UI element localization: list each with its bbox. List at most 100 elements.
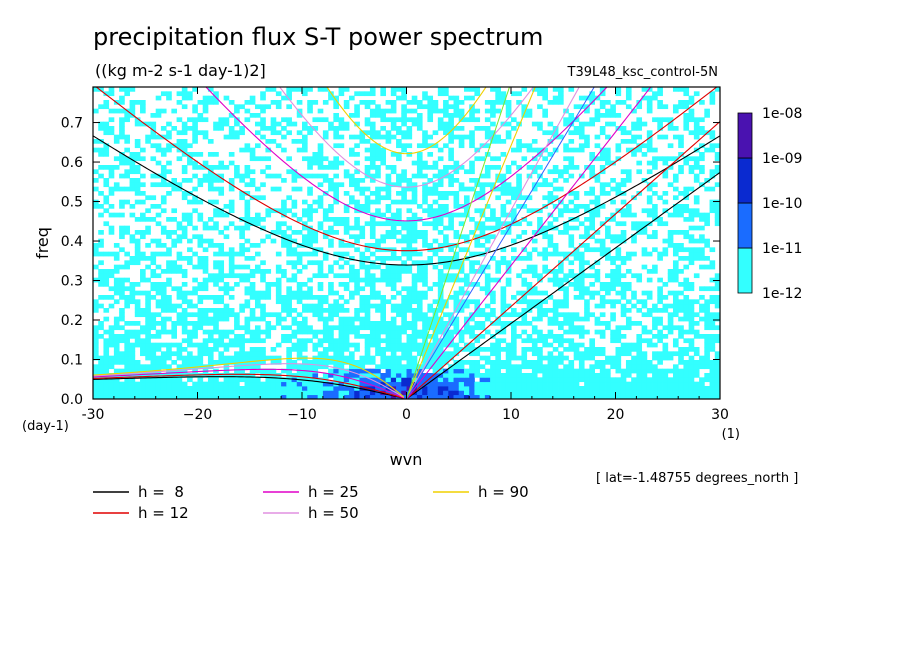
heat-cell <box>375 373 381 378</box>
heat-cell <box>254 195 261 201</box>
heat-cell <box>516 139 522 144</box>
heat-cell <box>573 195 580 201</box>
heat-cell <box>589 273 596 279</box>
heat-cell <box>291 386 298 391</box>
heat-cell <box>542 108 548 114</box>
heat-cell <box>98 204 104 209</box>
heat-cell <box>563 156 569 162</box>
heat-cell <box>599 321 606 326</box>
heat-cell <box>129 182 136 188</box>
heat-cell <box>244 117 251 123</box>
heat-cell <box>714 217 720 222</box>
heat-cell <box>605 182 611 188</box>
heat-cell <box>437 191 444 196</box>
heat-cell <box>228 355 235 361</box>
heat-cell <box>322 329 329 335</box>
heat-cell <box>202 373 209 378</box>
heat-cell <box>526 364 533 370</box>
heat-cell <box>380 113 387 118</box>
heat-cell <box>437 195 444 201</box>
heat-cell <box>228 373 235 378</box>
heat-cell <box>296 256 303 261</box>
heat-cell <box>500 152 507 157</box>
heat-cell <box>620 208 627 214</box>
heat-cell <box>699 152 705 157</box>
heat-cell <box>401 308 407 313</box>
heat-cell <box>490 351 496 357</box>
heat-cell <box>699 143 705 149</box>
heat-cell <box>521 295 528 300</box>
heat-cell <box>140 329 146 335</box>
heat-cell <box>192 152 198 157</box>
heat-cell <box>500 204 507 209</box>
heat-cell <box>359 364 366 370</box>
heat-cell <box>683 204 690 209</box>
heat-cell <box>254 156 261 162</box>
heat-cell <box>113 156 120 162</box>
heat-cell <box>678 390 684 396</box>
heat-cell <box>317 364 324 370</box>
heat-cell <box>166 247 172 253</box>
heat-cell <box>537 251 543 257</box>
heat-cell <box>484 312 491 318</box>
heat-cell <box>281 208 287 214</box>
heat-cell <box>354 286 360 292</box>
heat-cell <box>338 251 345 257</box>
heat-cell <box>119 186 125 192</box>
heat-cell <box>291 290 298 296</box>
heat-cell <box>484 381 491 387</box>
heat-cell <box>427 104 434 110</box>
heat-cell <box>662 191 669 196</box>
heat-cell <box>573 342 580 348</box>
heat-cell <box>187 390 193 396</box>
heat-cell <box>176 225 183 231</box>
heat-cell <box>406 251 413 257</box>
heat-cell <box>521 312 528 318</box>
heat-cell <box>354 334 360 339</box>
heat-cell <box>338 182 345 188</box>
heat-cell <box>678 373 684 378</box>
heat-cell <box>563 373 569 378</box>
heat-cell <box>620 286 627 292</box>
heat-cell <box>458 247 465 253</box>
heat-cell <box>714 286 720 292</box>
heat-cell <box>537 208 543 214</box>
heat-cell <box>390 234 397 240</box>
heat-cell <box>432 104 439 110</box>
heat-cell <box>458 186 465 192</box>
heat-cell <box>667 290 674 296</box>
heat-cell <box>312 381 319 387</box>
heat-cell <box>192 390 198 396</box>
heat-cell <box>521 113 528 118</box>
heat-cell <box>474 178 481 183</box>
heat-cell <box>207 295 214 300</box>
heat-cell <box>531 147 538 153</box>
heat-cell <box>479 286 486 292</box>
heat-cell <box>490 321 496 326</box>
heat-cell <box>589 156 596 162</box>
heat-cell <box>155 147 162 153</box>
heat-cell <box>333 134 339 140</box>
heat-cell <box>662 334 669 339</box>
heat-cell <box>693 368 700 374</box>
heat-cell <box>207 169 214 175</box>
heat-cell <box>636 347 643 352</box>
heat-cell <box>349 256 355 261</box>
heat-cell <box>693 251 700 257</box>
heat-cell <box>375 334 381 339</box>
y-axis-label: freq <box>33 227 52 259</box>
heat-cell <box>657 368 663 374</box>
heat-cell <box>406 308 413 313</box>
heat-cell <box>166 95 172 101</box>
heat-cell <box>119 308 125 313</box>
heat-cell <box>160 182 167 188</box>
heat-cell <box>605 355 611 361</box>
heat-cell <box>244 303 251 309</box>
heat-cell <box>369 243 376 248</box>
heat-cell <box>458 377 465 383</box>
heat-cell <box>636 321 643 326</box>
heat-cell <box>416 394 423 399</box>
heat-cell <box>286 286 292 292</box>
heat-cell <box>202 295 209 300</box>
